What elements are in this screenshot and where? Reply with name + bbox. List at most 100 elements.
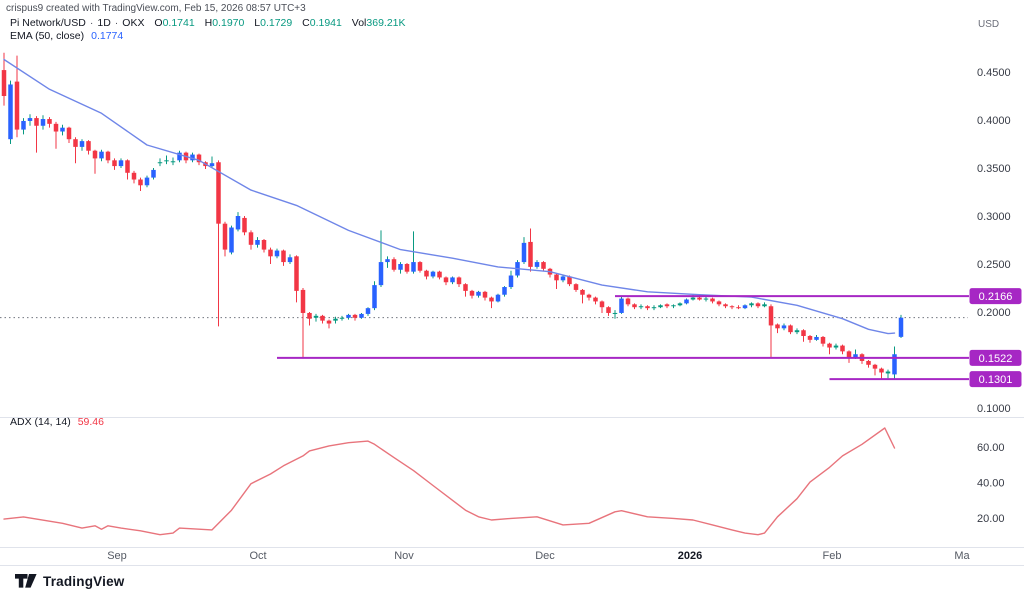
volume-label: Vol (351, 17, 367, 29)
time-axis-tick: Feb (823, 550, 842, 562)
adx-line (3, 427, 896, 536)
price-level-lines[interactable]: 0.2166 0.1522 0.1301 (277, 288, 1022, 388)
close-label: C (302, 17, 310, 29)
price-level-badge (969, 371, 1022, 388)
symbol-legend[interactable]: Pi Network/USD · 1D · OKX O0.1741 H0.1970 L0… (10, 17, 406, 29)
candle-body (768, 306, 774, 326)
candle-body (112, 160, 117, 167)
adx-axis-tick: 40.00 (977, 478, 1005, 490)
high-label: H (204, 17, 213, 29)
candle-body (677, 303, 683, 306)
candle-body (391, 259, 397, 270)
adx-line (3, 427, 896, 536)
candle-body (632, 304, 637, 308)
candle-body (307, 312, 312, 319)
candle-body (736, 307, 741, 309)
candle-body (209, 163, 215, 167)
ema-legend[interactable]: EMA (50, close) 0.1774 (10, 30, 123, 42)
candle-body (8, 84, 13, 140)
candle-body (281, 250, 286, 263)
price-axis[interactable]: 0.4500 0.4000 0.3500 0.3000 0.2500 0.2000 0.10… (977, 67, 1011, 525)
candle-body (729, 306, 735, 308)
price-level-badge-label: 0.1522 (979, 353, 1013, 365)
candle-body (27, 118, 33, 121)
candle-body (794, 330, 800, 333)
candle-body (528, 241, 533, 267)
interval-label: 1D (97, 17, 111, 29)
candle-body (248, 232, 254, 245)
candle-body (840, 345, 845, 352)
candle-body (326, 320, 332, 324)
adx-label: ADX (14, 14) (10, 416, 71, 428)
candle-body (372, 285, 377, 309)
candlestick-series[interactable] (1, 52, 904, 380)
candle-body (567, 276, 572, 285)
candle-body (313, 315, 319, 318)
candle-body (359, 313, 364, 318)
low-label: L (254, 17, 261, 29)
candle-body (385, 259, 390, 263)
candle-body (560, 276, 566, 281)
attribution-text: crispus9 created with TradingView.com, F… (6, 3, 306, 14)
candle-body (411, 262, 416, 272)
candle-body (502, 287, 507, 295)
exchange-label: OKX (122, 17, 145, 29)
candle-body (378, 262, 384, 286)
candle-body (723, 304, 728, 307)
high-value: 0.1970 (212, 17, 245, 29)
candle-body (456, 277, 462, 285)
price-level-badge (969, 349, 1022, 366)
candle-body (235, 216, 241, 230)
symbol-name: Pi Network/USD (10, 17, 86, 29)
ema50-line (3, 58, 896, 335)
candle-body (424, 270, 429, 277)
price-axis-tick: 0.3500 (977, 163, 1011, 175)
candle-body (593, 297, 598, 302)
candle-body (476, 291, 481, 296)
price-level-badge-label: 0.1301 (979, 374, 1013, 386)
candle-body (820, 336, 826, 344)
candle-body (40, 119, 46, 126)
candle-body (846, 351, 852, 358)
candle-body (801, 330, 806, 336)
candle-body (872, 364, 878, 369)
candle-body (671, 305, 676, 307)
candle-body (79, 141, 85, 147)
volume-value: 369.21K (366, 17, 406, 29)
candle-body (664, 304, 670, 307)
candle-body (47, 119, 52, 124)
candle-body (684, 299, 689, 304)
candle-body (710, 298, 715, 302)
candle-body (625, 298, 631, 305)
candle-body (151, 169, 156, 178)
candle-body (521, 242, 527, 263)
candle-body (690, 297, 696, 300)
time-axis[interactable]: Sep Oct Nov Dec 2026 Feb Ma (107, 550, 970, 562)
adx-axis-tick: 20.00 (977, 513, 1005, 525)
candle-body (131, 172, 137, 180)
tradingview-logo[interactable]: TradingView (15, 574, 124, 589)
candle-body (749, 303, 754, 306)
price-axis-tick: 0.1000 (977, 403, 1011, 415)
candle-body (320, 315, 325, 321)
price-axis-tick: 0.3000 (977, 211, 1011, 223)
candle-body (508, 275, 514, 288)
candle-body (580, 289, 585, 295)
candle-body (274, 250, 280, 257)
candle-body (294, 256, 299, 291)
candle-body (619, 298, 624, 313)
legend-separator: · (89, 17, 94, 29)
adx-legend[interactable]: ADX (14, 14) 59.46 (10, 416, 104, 428)
currency-axis-label: USD (978, 19, 1000, 30)
adx-value: 59.46 (77, 416, 104, 428)
candle-body (697, 297, 702, 300)
legend-separator-2: · (114, 17, 119, 29)
candle-body (450, 277, 455, 283)
candle-body (170, 161, 176, 163)
candle-body (606, 307, 611, 313)
candle-body (118, 160, 124, 167)
candle-body (352, 314, 358, 318)
candle-body (242, 217, 247, 233)
open-label: O (154, 17, 163, 29)
